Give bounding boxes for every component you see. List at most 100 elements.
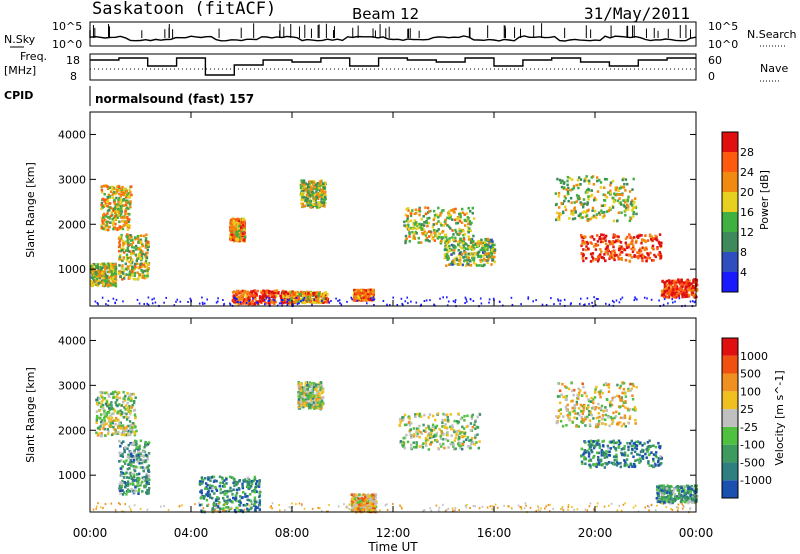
power-cell bbox=[617, 211, 620, 214]
power-cell bbox=[409, 219, 413, 223]
power-cell bbox=[483, 257, 486, 261]
velocity-cell bbox=[366, 501, 369, 505]
power-cell bbox=[123, 277, 126, 280]
power-cell bbox=[270, 299, 274, 302]
power-cell bbox=[115, 203, 118, 207]
power-cell bbox=[430, 233, 433, 237]
power-cell bbox=[287, 299, 290, 302]
power-cell bbox=[107, 193, 111, 197]
velocity-cell bbox=[136, 481, 140, 485]
power-cell bbox=[483, 241, 487, 244]
power-cell bbox=[648, 234, 652, 238]
power-cell bbox=[243, 225, 246, 228]
power-cell bbox=[635, 239, 638, 243]
power-cell bbox=[145, 266, 148, 269]
power-cell bbox=[114, 267, 118, 270]
power-cell bbox=[571, 188, 574, 191]
velocity-cell bbox=[131, 456, 134, 460]
velocity-cell bbox=[206, 483, 209, 487]
power-cell bbox=[113, 202, 116, 205]
velocity-cell bbox=[141, 466, 144, 469]
power-cell bbox=[118, 239, 122, 242]
power-cell bbox=[579, 216, 582, 219]
power-cell bbox=[102, 212, 106, 216]
power-cell bbox=[400, 297, 403, 300]
power-cell bbox=[685, 279, 688, 283]
power-cell bbox=[103, 284, 106, 288]
power-cell bbox=[482, 251, 485, 254]
power-cell bbox=[638, 249, 641, 252]
power-cell bbox=[325, 297, 328, 300]
power-cell bbox=[593, 296, 595, 299]
velocity-cell bbox=[121, 411, 124, 414]
power-cell bbox=[111, 283, 114, 287]
power-cell bbox=[309, 291, 313, 295]
velocity-cell bbox=[138, 472, 141, 476]
velocity-cell bbox=[119, 459, 123, 462]
power-cell bbox=[311, 205, 314, 209]
power-cell bbox=[309, 293, 312, 297]
velocity-cell bbox=[306, 396, 309, 399]
velocity-cell bbox=[208, 484, 212, 487]
power-cell bbox=[615, 239, 618, 242]
power-cell bbox=[146, 251, 149, 255]
power-cell bbox=[479, 255, 483, 259]
power-cell bbox=[638, 251, 641, 255]
power-cell bbox=[605, 210, 609, 213]
power-cell bbox=[147, 296, 150, 299]
velocity-cell bbox=[135, 455, 138, 458]
power-cell bbox=[589, 217, 592, 221]
power-cell bbox=[458, 227, 461, 231]
power-cell bbox=[586, 209, 589, 213]
power-cell bbox=[411, 227, 414, 230]
power-cell bbox=[143, 303, 145, 305]
power-cell bbox=[357, 290, 360, 294]
power-cell bbox=[603, 211, 606, 214]
power-cell bbox=[672, 301, 674, 304]
power-cell bbox=[458, 253, 461, 257]
power-cell bbox=[638, 234, 641, 238]
velocity-cell bbox=[366, 495, 369, 498]
nsky-spikes bbox=[92, 23, 691, 38]
power-cell bbox=[663, 281, 667, 285]
velocity-cell bbox=[214, 487, 218, 491]
velocity-cell bbox=[202, 497, 206, 500]
velocity-cell bbox=[256, 506, 259, 509]
power-cell bbox=[609, 183, 612, 187]
power-cell bbox=[112, 283, 116, 287]
power-cell bbox=[414, 227, 418, 231]
power-cell bbox=[658, 242, 661, 245]
velocity-cell bbox=[134, 479, 138, 482]
power-cell bbox=[448, 244, 451, 248]
power-cell bbox=[324, 201, 327, 205]
power-cell bbox=[134, 253, 137, 257]
power-cell bbox=[301, 301, 305, 304]
velocity-cell bbox=[255, 482, 258, 485]
velocity-cell bbox=[357, 502, 361, 506]
velocity-cell bbox=[121, 424, 125, 427]
velocity-cell bbox=[304, 386, 307, 389]
velocity-cell bbox=[122, 440, 125, 443]
power-cell bbox=[97, 303, 99, 306]
power-cell bbox=[367, 295, 371, 298]
velocity-cell bbox=[127, 410, 131, 413]
velocity-cell bbox=[242, 491, 245, 494]
power-cell bbox=[97, 273, 101, 277]
power-cell bbox=[670, 290, 674, 293]
power-cell bbox=[554, 192, 557, 195]
power-cell bbox=[580, 297, 582, 300]
velocity-cell bbox=[369, 495, 373, 498]
power-cell bbox=[491, 258, 494, 262]
power-cell bbox=[114, 302, 117, 305]
power-cell bbox=[241, 293, 245, 297]
velocity-cell bbox=[248, 479, 251, 482]
velocity-cell bbox=[232, 476, 235, 480]
power-cell bbox=[627, 195, 630, 199]
velocity-cell bbox=[129, 409, 132, 413]
power-cell bbox=[424, 233, 427, 237]
power-cell bbox=[454, 299, 457, 302]
power-cell bbox=[198, 302, 201, 305]
power-cell bbox=[623, 248, 627, 252]
power-cell bbox=[103, 270, 106, 274]
